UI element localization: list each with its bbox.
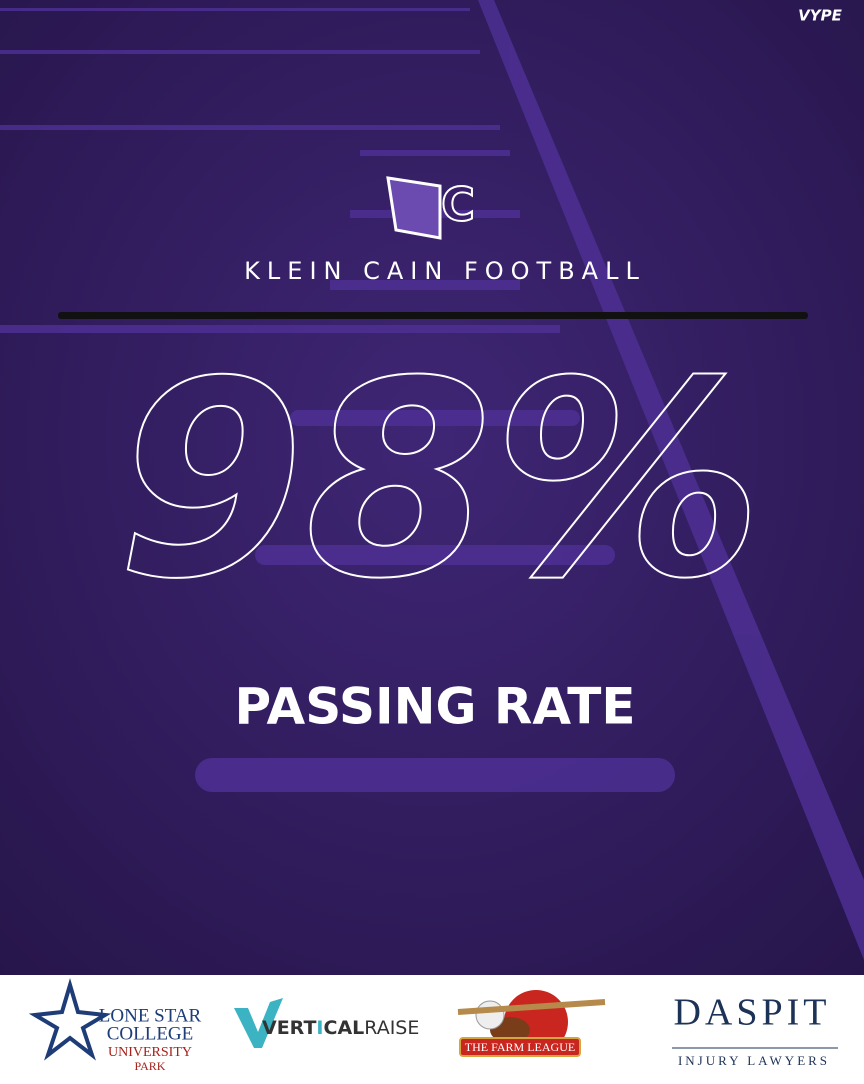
sponsor-text: CAL	[324, 1017, 365, 1039]
sponsor-text: THE FARM LEAGUE	[465, 1040, 575, 1054]
sponsor-strip	[0, 975, 864, 1080]
sponsor-text: RAISE	[364, 1017, 419, 1039]
sponsor-text: VERTICALRAISE	[262, 1017, 419, 1039]
sponsor-daspit: DASPIT INJURY LAWYERS	[672, 992, 838, 1068]
sponsor-text: INJURY LAWYERS	[678, 1053, 830, 1068]
logo-letter: C	[441, 178, 475, 232]
stat-value: 98%	[117, 323, 763, 638]
sponsor-text: LONE STAR	[99, 1005, 202, 1026]
sponsor-vertical-raise: VERTICALRAISE	[234, 998, 419, 1048]
sponsor-text: DASPIT	[673, 992, 830, 1034]
sponsor-text: PARK	[135, 1059, 166, 1073]
sponsor-farm-league: THE FARM LEAGUE	[457, 990, 606, 1057]
stat-label: PASSING RATE	[234, 678, 635, 736]
bat	[457, 999, 606, 1015]
brand: VYPE	[798, 7, 842, 25]
divider	[58, 312, 808, 319]
sponsor-text: COLLEGE	[107, 1023, 194, 1044]
sponsor-text: VERT	[262, 1017, 316, 1039]
sponsor-text: UNIVERSITY	[108, 1045, 192, 1060]
team-logo: C	[386, 176, 476, 240]
team-name: KLEIN CAIN FOOTBALL	[244, 257, 646, 285]
sponsor-text: I	[316, 1017, 323, 1039]
field	[0, 0, 864, 975]
sponsor-lone-star: LONE STAR COLLEGE UNIVERSITY PARK	[28, 977, 202, 1073]
